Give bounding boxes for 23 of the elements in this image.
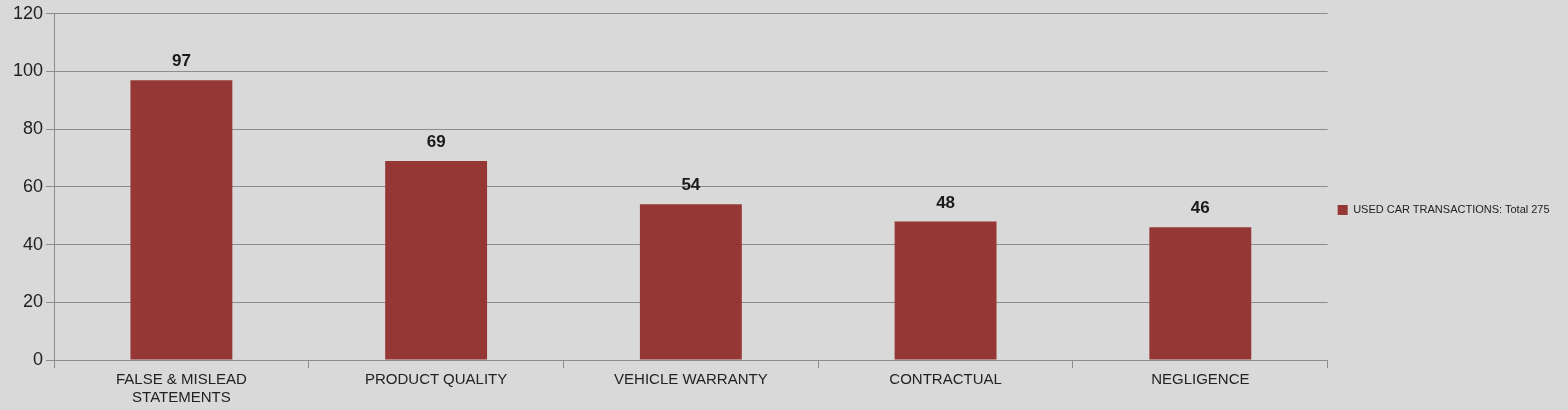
y-tick-label: 20 [23,291,44,312]
data-label: 46 [1190,198,1210,218]
x-tick-label: FALSE & MISLEAD STATEMENTS [115,370,247,406]
y-tick-label: 0 [33,348,44,369]
y-tick-label: 120 [12,2,44,23]
bar [130,80,233,360]
x-tick-label: CONTRACTUAL [889,370,1002,388]
data-label: 48 [936,192,956,212]
y-tick-label: 40 [23,233,44,254]
x-tick-label: NEGLIGENCE [1151,370,1250,388]
data-label: 69 [426,132,446,152]
data-label: 54 [681,175,701,195]
bar [639,204,742,360]
bar [1149,227,1252,360]
x-tick-label: PRODUCT QUALITY [365,370,508,388]
y-tick-label: 60 [23,175,44,196]
bar [894,221,997,360]
y-tick-label: 80 [23,118,44,139]
y-tick-label: 100 [12,60,44,81]
legend-label: USED CAR TRANSACTIONS: Total 275 [1353,203,1550,216]
data-label: 97 [171,51,191,71]
x-tick-label: VEHICLE WARRANTY [614,370,768,388]
bar [385,160,488,360]
